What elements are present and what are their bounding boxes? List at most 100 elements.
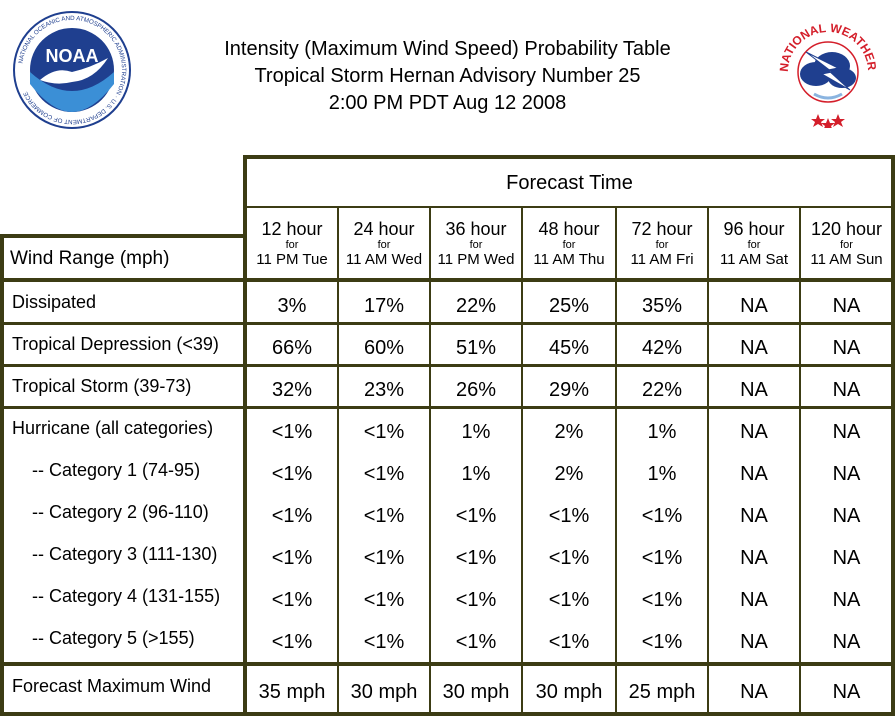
table-cell: 1% bbox=[647, 462, 677, 485]
table-cell: 2% bbox=[554, 462, 584, 485]
table-cell: NA bbox=[832, 336, 861, 359]
table-cell: <1% bbox=[548, 504, 590, 527]
table-cell: NA bbox=[832, 546, 861, 569]
table-cell: 22% bbox=[455, 294, 497, 317]
forecast-time-header: Forecast Time bbox=[506, 171, 633, 194]
column-header: 120 hour for 11 AM Sun bbox=[800, 210, 893, 276]
table-cell: 30 mph bbox=[535, 680, 603, 703]
column-header-when: 11 AM Sat bbox=[719, 250, 789, 268]
column-header: 72 hour for 11 AM Fri bbox=[616, 210, 708, 276]
table-cell: <1% bbox=[271, 588, 313, 611]
table-cell: <1% bbox=[363, 504, 405, 527]
table-cell: <1% bbox=[363, 462, 405, 485]
table-cell: <1% bbox=[271, 546, 313, 569]
page-title: Intensity (Maximum Wind Speed) Probabili… bbox=[150, 36, 745, 117]
table-cell: NA bbox=[832, 294, 861, 317]
table-cell: <1% bbox=[363, 630, 405, 653]
table-cell: 1% bbox=[461, 462, 491, 485]
row-label: -- Category 1 (74-95) bbox=[32, 460, 201, 480]
table-cell: 42% bbox=[641, 336, 683, 359]
nws-logo: NATIONAL WEATHER SERVICE bbox=[772, 8, 879, 128]
table-cell: NA bbox=[832, 588, 861, 611]
table-cell: <1% bbox=[271, 420, 313, 443]
header-divider bbox=[246, 206, 894, 208]
table-cell: 1% bbox=[461, 420, 491, 443]
table-cell: 30 mph bbox=[442, 680, 510, 703]
table-cell: NA bbox=[740, 504, 768, 527]
table-cell: <1% bbox=[641, 504, 683, 527]
table-cell: NA bbox=[832, 462, 861, 485]
table-cell: <1% bbox=[363, 588, 405, 611]
row-label: -- Category 5 (>155) bbox=[32, 628, 195, 648]
column-header-hour: 24 hour bbox=[353, 218, 415, 239]
column-header: 24 hour for 11 AM Wed bbox=[338, 210, 430, 276]
column-header-hour: 72 hour bbox=[631, 218, 693, 239]
table-cell: NA bbox=[740, 546, 768, 569]
table-cell: <1% bbox=[271, 504, 313, 527]
column-header-for: for bbox=[285, 238, 299, 251]
table-cell: <1% bbox=[641, 588, 683, 611]
table-cell: <1% bbox=[641, 546, 683, 569]
table-cell: 3% bbox=[277, 294, 307, 317]
wind-range-header: Wind Range (mph) bbox=[10, 248, 170, 269]
title-line-3: 2:00 PM PDT Aug 12 2008 bbox=[328, 92, 567, 114]
column-header-for: for bbox=[562, 238, 576, 251]
column-divider bbox=[707, 207, 709, 279]
table-cell: 26% bbox=[455, 378, 497, 401]
noaa-logo-text: NOAA bbox=[46, 46, 99, 66]
table-cell: <1% bbox=[363, 420, 405, 443]
column-header-for: for bbox=[377, 238, 391, 251]
row-label: Dissipated bbox=[12, 292, 97, 312]
table-cell: NA bbox=[740, 378, 768, 401]
column-divider bbox=[429, 207, 431, 279]
row-label: Tropical Depression (<39) bbox=[12, 334, 219, 354]
row-divider bbox=[0, 662, 895, 666]
wind-range-top-border bbox=[0, 234, 246, 238]
column-header: 48 hour for 11 AM Thu bbox=[522, 210, 616, 276]
table-cell: <1% bbox=[363, 546, 405, 569]
column-divider bbox=[707, 282, 709, 712]
table-cell: 25 mph bbox=[628, 680, 696, 703]
table-cell: <1% bbox=[455, 588, 497, 611]
table-cell: <1% bbox=[455, 504, 497, 527]
row-label: -- Category 2 (96-110) bbox=[32, 502, 209, 522]
row-divider bbox=[0, 364, 895, 367]
table-cell: 45% bbox=[548, 336, 590, 359]
table-border-forecast-left bbox=[243, 155, 247, 716]
column-header: 36 hour for 11 PM Wed bbox=[430, 210, 522, 276]
table-cell: NA bbox=[740, 680, 768, 703]
column-header: 12 hour for 11 PM Tue bbox=[246, 210, 338, 276]
table-cell: <1% bbox=[455, 546, 497, 569]
table-border-right bbox=[891, 155, 895, 716]
title-line-2: Tropical Storm Hernan Advisory Number 25 bbox=[254, 65, 641, 87]
table-cell: NA bbox=[740, 588, 768, 611]
column-divider bbox=[429, 282, 431, 712]
table-border-top bbox=[243, 155, 895, 159]
table-cell: <1% bbox=[548, 546, 590, 569]
table-cell: 17% bbox=[363, 294, 405, 317]
table-cell: 30 mph bbox=[350, 680, 418, 703]
column-header-hour: 96 hour bbox=[723, 218, 785, 239]
column-header-for: for bbox=[469, 238, 483, 251]
column-header-when: 11 AM Sun bbox=[810, 250, 883, 268]
table-cell: NA bbox=[832, 378, 861, 401]
table-cell: NA bbox=[740, 294, 768, 317]
column-header-for: for bbox=[655, 238, 669, 251]
table-cell: 32% bbox=[271, 378, 313, 401]
column-header-when: 11 AM Fri bbox=[630, 250, 694, 268]
column-divider bbox=[521, 282, 523, 712]
column-divider bbox=[521, 207, 523, 279]
column-divider bbox=[337, 282, 339, 712]
row-label: Forecast Maximum Wind bbox=[12, 676, 212, 696]
row-label: Tropical Storm (39-73) bbox=[12, 376, 192, 396]
column-divider bbox=[615, 207, 617, 279]
table-cell: 66% bbox=[271, 336, 313, 359]
table-cell: 22% bbox=[641, 378, 683, 401]
table-cell: NA bbox=[832, 504, 861, 527]
table-cell: <1% bbox=[271, 630, 313, 653]
table-cell: NA bbox=[740, 462, 768, 485]
table-border-bottom bbox=[0, 712, 895, 716]
column-header-for: for bbox=[747, 238, 761, 251]
table-cell: NA bbox=[740, 336, 768, 359]
